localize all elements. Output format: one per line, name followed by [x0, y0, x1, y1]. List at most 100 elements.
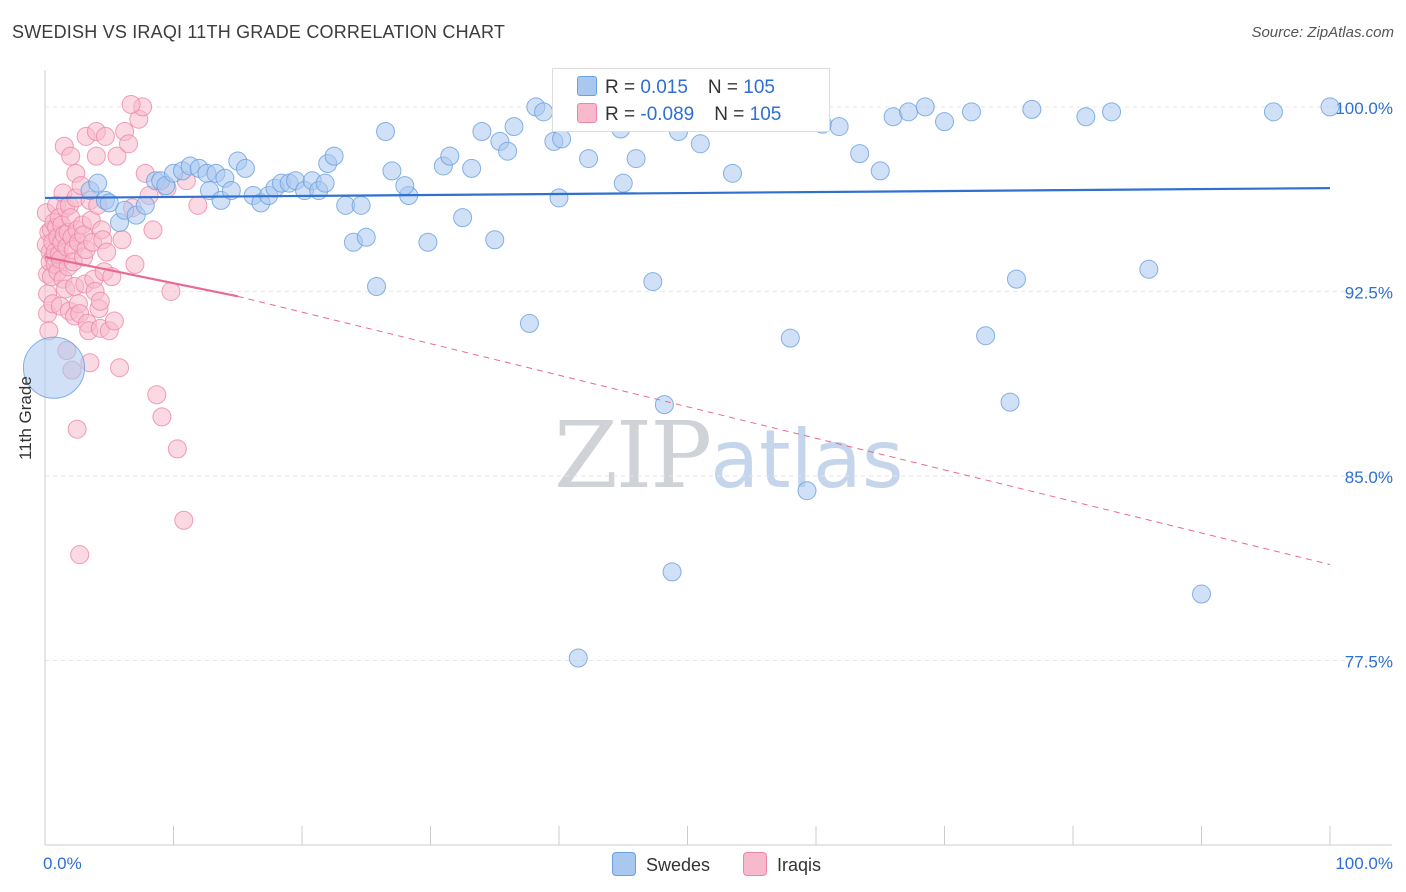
swedes-point [722, 163, 742, 183]
iraqis-point [167, 439, 187, 459]
legend-item-swedes[interactable]: Swedes [612, 852, 710, 876]
swedes-trendline [44, 186, 1331, 200]
x-tick-label: 0.0% [43, 854, 82, 873]
legend-r-label: R = [605, 77, 641, 98]
legend-r-value: 0.015 [640, 77, 688, 98]
iraqis-point [86, 146, 106, 166]
y-tick-label: 77.5% [1345, 652, 1393, 671]
swedes-point [221, 181, 241, 201]
iraqis-point [152, 407, 172, 427]
legend-n-label: N = [714, 104, 750, 125]
swedes-point [829, 117, 849, 137]
swedes-point [961, 102, 981, 122]
swedes-point [1320, 97, 1340, 117]
legend-n-value: 105 [743, 77, 775, 98]
swedes-point [899, 102, 919, 122]
y-tick-label: 92.5% [1345, 283, 1393, 302]
iraqis-point [119, 134, 139, 154]
swedes-point [351, 195, 371, 215]
iraqis-point [143, 220, 163, 240]
swedes-point [662, 562, 682, 582]
swedes-point [935, 112, 954, 132]
iraqis-point [174, 510, 194, 530]
swedes-point [324, 146, 344, 166]
legend-swatch-iraqis [577, 103, 597, 123]
swedes-point [850, 144, 870, 164]
swedes-point [356, 227, 376, 247]
swedes-point [1192, 584, 1211, 604]
iraqis-point [95, 126, 115, 146]
iraqis-point [125, 254, 145, 274]
y-axis-label: 11th Grade [16, 376, 35, 460]
swedes-point [549, 188, 569, 208]
swedes-point [1006, 269, 1026, 289]
swedes-point [552, 129, 572, 149]
iraqis-point [90, 291, 110, 311]
iraqis-label: Iraqis [777, 855, 822, 875]
swedes-point [462, 158, 482, 178]
iraqis-point [112, 230, 132, 250]
swedes-point [1139, 259, 1159, 279]
swedes-point [440, 146, 460, 166]
swedes-point [690, 134, 710, 154]
y-tick-label: 100.0% [1335, 99, 1393, 118]
iraqis-point [107, 146, 127, 166]
iraqis-point [161, 281, 181, 301]
swedes-point [22, 336, 86, 399]
swedes-point [654, 395, 674, 415]
swedes-point [976, 326, 996, 346]
swedes-point [135, 195, 155, 215]
swedes-point [870, 161, 890, 181]
swedes-point [504, 117, 524, 137]
legend-item-iraqis[interactable]: Iraqis [743, 852, 821, 876]
swedes-point [579, 149, 599, 169]
iraqis-point [104, 311, 124, 331]
y-tick-label: 85.0% [1345, 468, 1393, 487]
iraqis-point [121, 94, 141, 114]
swedes-point [568, 648, 588, 668]
x-tick-label: 100.0% [1335, 854, 1393, 873]
swedes-point [797, 481, 817, 501]
legend-r-label: R = [605, 104, 641, 125]
iraqis-swatch [743, 852, 767, 876]
iraqis-point [147, 385, 167, 405]
iraqis-trendline-extension [237, 295, 1331, 566]
swedes-point [1000, 392, 1020, 412]
chart-title: SWEDISH VS IRAQI 11TH GRADE CORRELATION … [12, 22, 506, 42]
iraqis-point [61, 146, 81, 166]
swedes-point [534, 102, 554, 122]
iraqis-point [67, 419, 87, 439]
legend-row-iraqis: R = -0.089 N = 105 [577, 103, 781, 127]
swedes-swatch [612, 852, 636, 876]
legend-row-swedes: R = 0.015 N = 105 [577, 76, 775, 100]
swedes-point [1102, 102, 1122, 122]
swedes-point [382, 161, 402, 181]
swedes-point [1022, 99, 1042, 119]
swedes-point [235, 158, 255, 178]
swedes-point [1076, 107, 1096, 127]
swedes-point [915, 97, 935, 117]
swedes-point [472, 122, 492, 142]
swedes-point [418, 232, 438, 252]
swedes-point [498, 141, 518, 161]
swedes-point [485, 230, 505, 250]
swedes-point [376, 122, 396, 142]
swedes-point [519, 313, 539, 333]
swedes-point [367, 277, 387, 297]
iraqis-point [110, 358, 130, 378]
swedes-point [315, 173, 335, 193]
swedes-label: Swedes [646, 855, 711, 875]
swedes-point [780, 328, 800, 348]
source-label: Source: ZipAtlas.com [1251, 24, 1394, 41]
stats-legend: R = 0.015 N = 105 R = -0.089 N = 105 [552, 68, 830, 132]
swedes-point [453, 208, 473, 228]
iraqis-point [70, 545, 90, 565]
swedes-point [395, 176, 415, 196]
legend-n-value: 105 [749, 104, 782, 125]
swedes-point [626, 149, 646, 169]
swedes-point [88, 173, 108, 193]
swedes-point [613, 173, 633, 193]
iraqis-point [97, 242, 117, 262]
iraqis-trendline [44, 255, 238, 298]
